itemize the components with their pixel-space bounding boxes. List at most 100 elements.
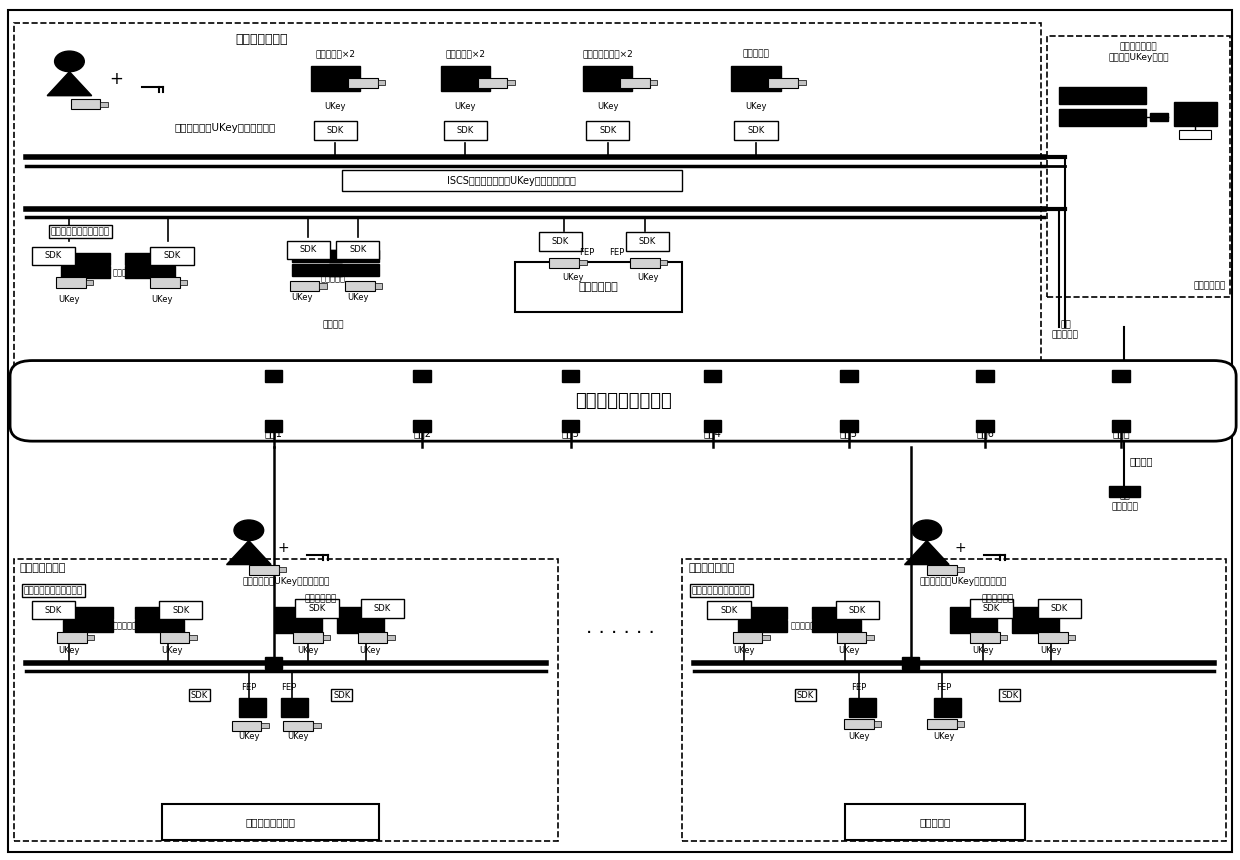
- Bar: [836, 600, 879, 619]
- Text: UKey: UKey: [934, 732, 955, 740]
- Text: 中心各子系统: 中心各子系统: [579, 282, 619, 292]
- Bar: [956, 567, 963, 572]
- Bar: [763, 635, 770, 640]
- Bar: [377, 80, 384, 85]
- Text: SDK: SDK: [45, 251, 62, 261]
- Text: +: +: [109, 70, 124, 88]
- Bar: [901, 657, 919, 669]
- Bar: [630, 258, 660, 268]
- Text: SDK: SDK: [552, 237, 569, 246]
- Text: 中央级监控中心: 中央级监控中心: [234, 33, 288, 46]
- Text: FEP: FEP: [609, 249, 624, 257]
- Bar: [293, 250, 342, 262]
- Bar: [846, 804, 1024, 839]
- Text: FEP: FEP: [936, 683, 952, 692]
- Text: FEP: FEP: [280, 683, 296, 692]
- Text: 操作员工作站: 操作员工作站: [305, 594, 337, 604]
- Bar: [135, 620, 185, 632]
- Bar: [314, 723, 321, 728]
- Bar: [56, 278, 86, 288]
- Bar: [413, 370, 430, 382]
- Bar: [707, 600, 750, 619]
- Bar: [1068, 635, 1075, 640]
- Bar: [330, 264, 378, 276]
- Text: 磁盘阵列: 磁盘阵列: [322, 320, 343, 329]
- Bar: [812, 606, 862, 618]
- Text: 电调工作站×2: 电调工作站×2: [315, 50, 356, 58]
- Text: SDK: SDK: [327, 126, 343, 135]
- Bar: [799, 80, 806, 85]
- Bar: [232, 721, 262, 731]
- Text: UKey: UKey: [848, 732, 869, 740]
- Text: UKey: UKey: [360, 646, 381, 655]
- Text: SDK: SDK: [982, 604, 999, 613]
- Bar: [100, 101, 108, 107]
- Text: SDK: SDK: [456, 126, 474, 135]
- Text: 登录用户通过UKey和密码来认证: 登录用户通过UKey和密码来认证: [175, 123, 275, 133]
- Text: SDK: SDK: [748, 126, 765, 135]
- Bar: [734, 121, 777, 140]
- Bar: [704, 420, 722, 432]
- Bar: [844, 719, 874, 729]
- Bar: [61, 253, 110, 265]
- Bar: [515, 262, 682, 311]
- Bar: [57, 632, 87, 642]
- Text: UKey: UKey: [1040, 646, 1061, 655]
- Text: 车辆段监控中心: 车辆段监控中心: [688, 562, 734, 573]
- Text: SDK: SDK: [172, 605, 190, 615]
- Bar: [290, 281, 320, 292]
- Bar: [265, 370, 283, 382]
- Text: UKey: UKey: [298, 646, 319, 655]
- Text: UKey: UKey: [58, 646, 81, 655]
- Bar: [956, 722, 963, 727]
- Bar: [682, 559, 1226, 841]
- Text: UKey: UKey: [596, 101, 619, 111]
- Bar: [160, 632, 190, 642]
- Bar: [279, 567, 286, 572]
- Text: SDK: SDK: [1050, 604, 1068, 613]
- Bar: [87, 635, 94, 640]
- Bar: [738, 620, 787, 632]
- Bar: [1112, 370, 1130, 382]
- Bar: [294, 632, 324, 642]
- Text: 行车辅助工作站×2: 行车辅助工作站×2: [583, 50, 632, 58]
- Text: UKey: UKey: [455, 101, 476, 111]
- Text: 实时服务器端设认证服务: 实时服务器端设认证服务: [51, 227, 110, 236]
- Bar: [733, 632, 763, 642]
- Bar: [1173, 101, 1216, 126]
- Bar: [337, 607, 383, 633]
- Bar: [1038, 599, 1081, 617]
- Bar: [32, 600, 74, 619]
- Text: UKey: UKey: [288, 732, 309, 740]
- Bar: [284, 721, 314, 731]
- Text: 车站级监控中心: 车站级监控中心: [20, 562, 66, 573]
- Text: SDK: SDK: [334, 691, 350, 699]
- Bar: [1012, 607, 1059, 633]
- Text: 登录用户通过UKey和密码来认证: 登录用户通过UKey和密码来认证: [243, 577, 330, 587]
- Bar: [275, 607, 322, 633]
- Text: SDK: SDK: [599, 126, 616, 135]
- Bar: [336, 241, 379, 260]
- Bar: [361, 599, 404, 617]
- Bar: [1038, 632, 1068, 642]
- Bar: [849, 698, 877, 717]
- Text: 综合监控系统主干网: 综合监控系统主干网: [574, 392, 672, 410]
- Bar: [579, 261, 587, 266]
- Text: SDK: SDK: [45, 605, 62, 615]
- Text: 车站4: 车站4: [704, 428, 722, 439]
- Circle shape: [234, 520, 264, 541]
- Bar: [150, 247, 193, 266]
- Bar: [926, 564, 956, 574]
- Text: 车站1: 车站1: [264, 428, 283, 439]
- Text: 操作员工作站: 操作员工作站: [981, 594, 1013, 604]
- Bar: [732, 65, 781, 91]
- Bar: [190, 635, 197, 640]
- Text: UKey: UKey: [745, 101, 766, 111]
- Bar: [1149, 113, 1168, 121]
- Text: 控制中心: 控制中心: [1130, 456, 1153, 466]
- Bar: [738, 606, 787, 618]
- Text: 历史服务器: 历史服务器: [320, 274, 346, 284]
- Text: 密钥管理中心: 密钥管理中心: [1194, 281, 1226, 291]
- Text: 中央
大厅交换机: 中央 大厅交换机: [1052, 320, 1079, 340]
- Bar: [587, 121, 629, 140]
